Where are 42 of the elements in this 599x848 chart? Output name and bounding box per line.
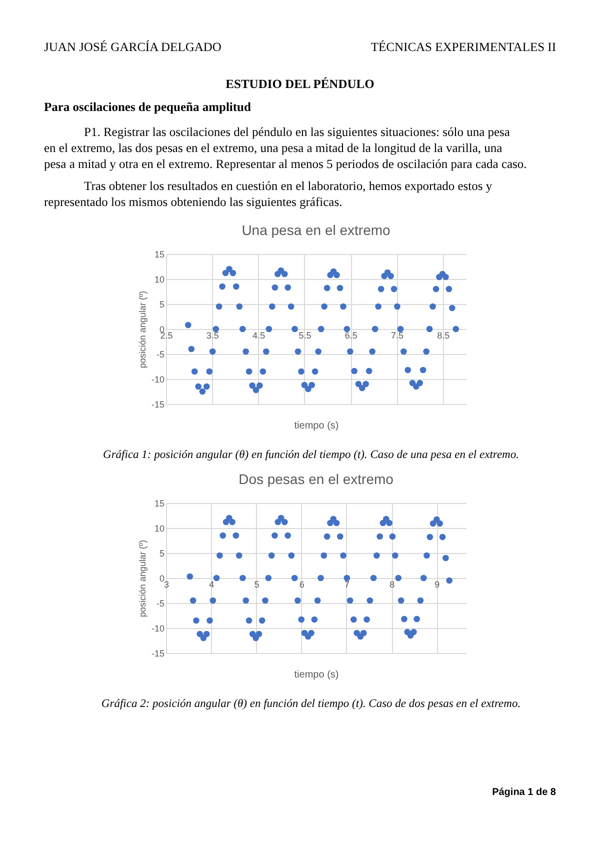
x-tick-label: 3 — [164, 580, 170, 590]
y-tick-label: 10 — [154, 524, 164, 534]
x-tick-label: 6 — [299, 580, 304, 590]
y-tick-label: -15 — [151, 400, 164, 410]
x-axis-title: tiempo (s) — [294, 420, 339, 432]
x-tick-label: 6.5 — [344, 330, 358, 340]
x-tick-label: 2.5 — [160, 330, 173, 340]
y-tick-label: 0 — [159, 574, 164, 584]
y-tick-label: 5 — [159, 548, 164, 558]
y-tick-label: 15 — [154, 498, 164, 508]
text: P1. Registrar las oscilaciones del péndulo en las siguientes situaciones: sólo una pesa en el extremo, las dos pesas en el extremo, una pesa a mitad de la longitud de la varilla, una pesa a mitad y otra en el extremo. Representar al menos 5 periodos de oscilación para cada caso. — [44, 125, 527, 171]
chart-title: Una pesa en el extremo — [242, 222, 391, 238]
y-axis-title: posición angular (º) — [137, 290, 148, 368]
text: JUAN JOSÉ GARCÍA DELGADO — [44, 40, 222, 54]
chart-title: Dos pesas en el extremo — [238, 471, 394, 487]
x-tick-label: 3.5 — [206, 330, 219, 340]
text: ESTUDIO DEL PÉNDULO — [226, 77, 375, 91]
y-tick-label: -5 — [156, 598, 164, 608]
x-tick-label: 4.5 — [252, 330, 266, 340]
y-tick-label: -10 — [151, 374, 164, 384]
y-tick-label: -15 — [151, 648, 164, 658]
x-tick-label: 7 — [344, 580, 350, 590]
text: Para oscilaciones de pequeña amplitud — [44, 100, 252, 114]
text: Gráfica 1: posición angular (θ) en función del tiempo (t). Caso de una pesa en el extremo. — [103, 449, 519, 461]
x-axis-title: tiempo (s) — [294, 670, 339, 680]
text: TÉCNICAS EXPERIMENTALES II — [370, 40, 556, 54]
x-tick-label: 4 — [209, 580, 214, 590]
y-tick-label: -5 — [156, 350, 164, 360]
text: Página 1 de 8 — [492, 787, 556, 798]
text: Gráfica 2: posición angular (θ) en función del tiempo (t). Caso de dos pesas en el extremo. — [101, 698, 521, 710]
x-tick-label: 8 — [390, 580, 395, 590]
x-tick-label: 5.5 — [298, 330, 312, 340]
x-tick-label: 8.5 — [437, 330, 450, 340]
y-tick-label: 5 — [159, 300, 164, 310]
y-tick-label: 10 — [154, 274, 164, 284]
y-tick-label: 15 — [154, 250, 164, 260]
text: Tras obtener los resultados en cuestión en el laboratorio, hemos exportado estos y representado los mismos obteniendo las siguientes gráficas. — [44, 179, 493, 209]
y-tick-label: -10 — [151, 624, 164, 634]
x-tick-label: 5 — [254, 580, 260, 590]
y-axis-title: posición angular (º) — [137, 540, 148, 618]
x-tick-label: 9 — [434, 580, 440, 590]
x-tick-label: 7.5 — [391, 330, 404, 340]
